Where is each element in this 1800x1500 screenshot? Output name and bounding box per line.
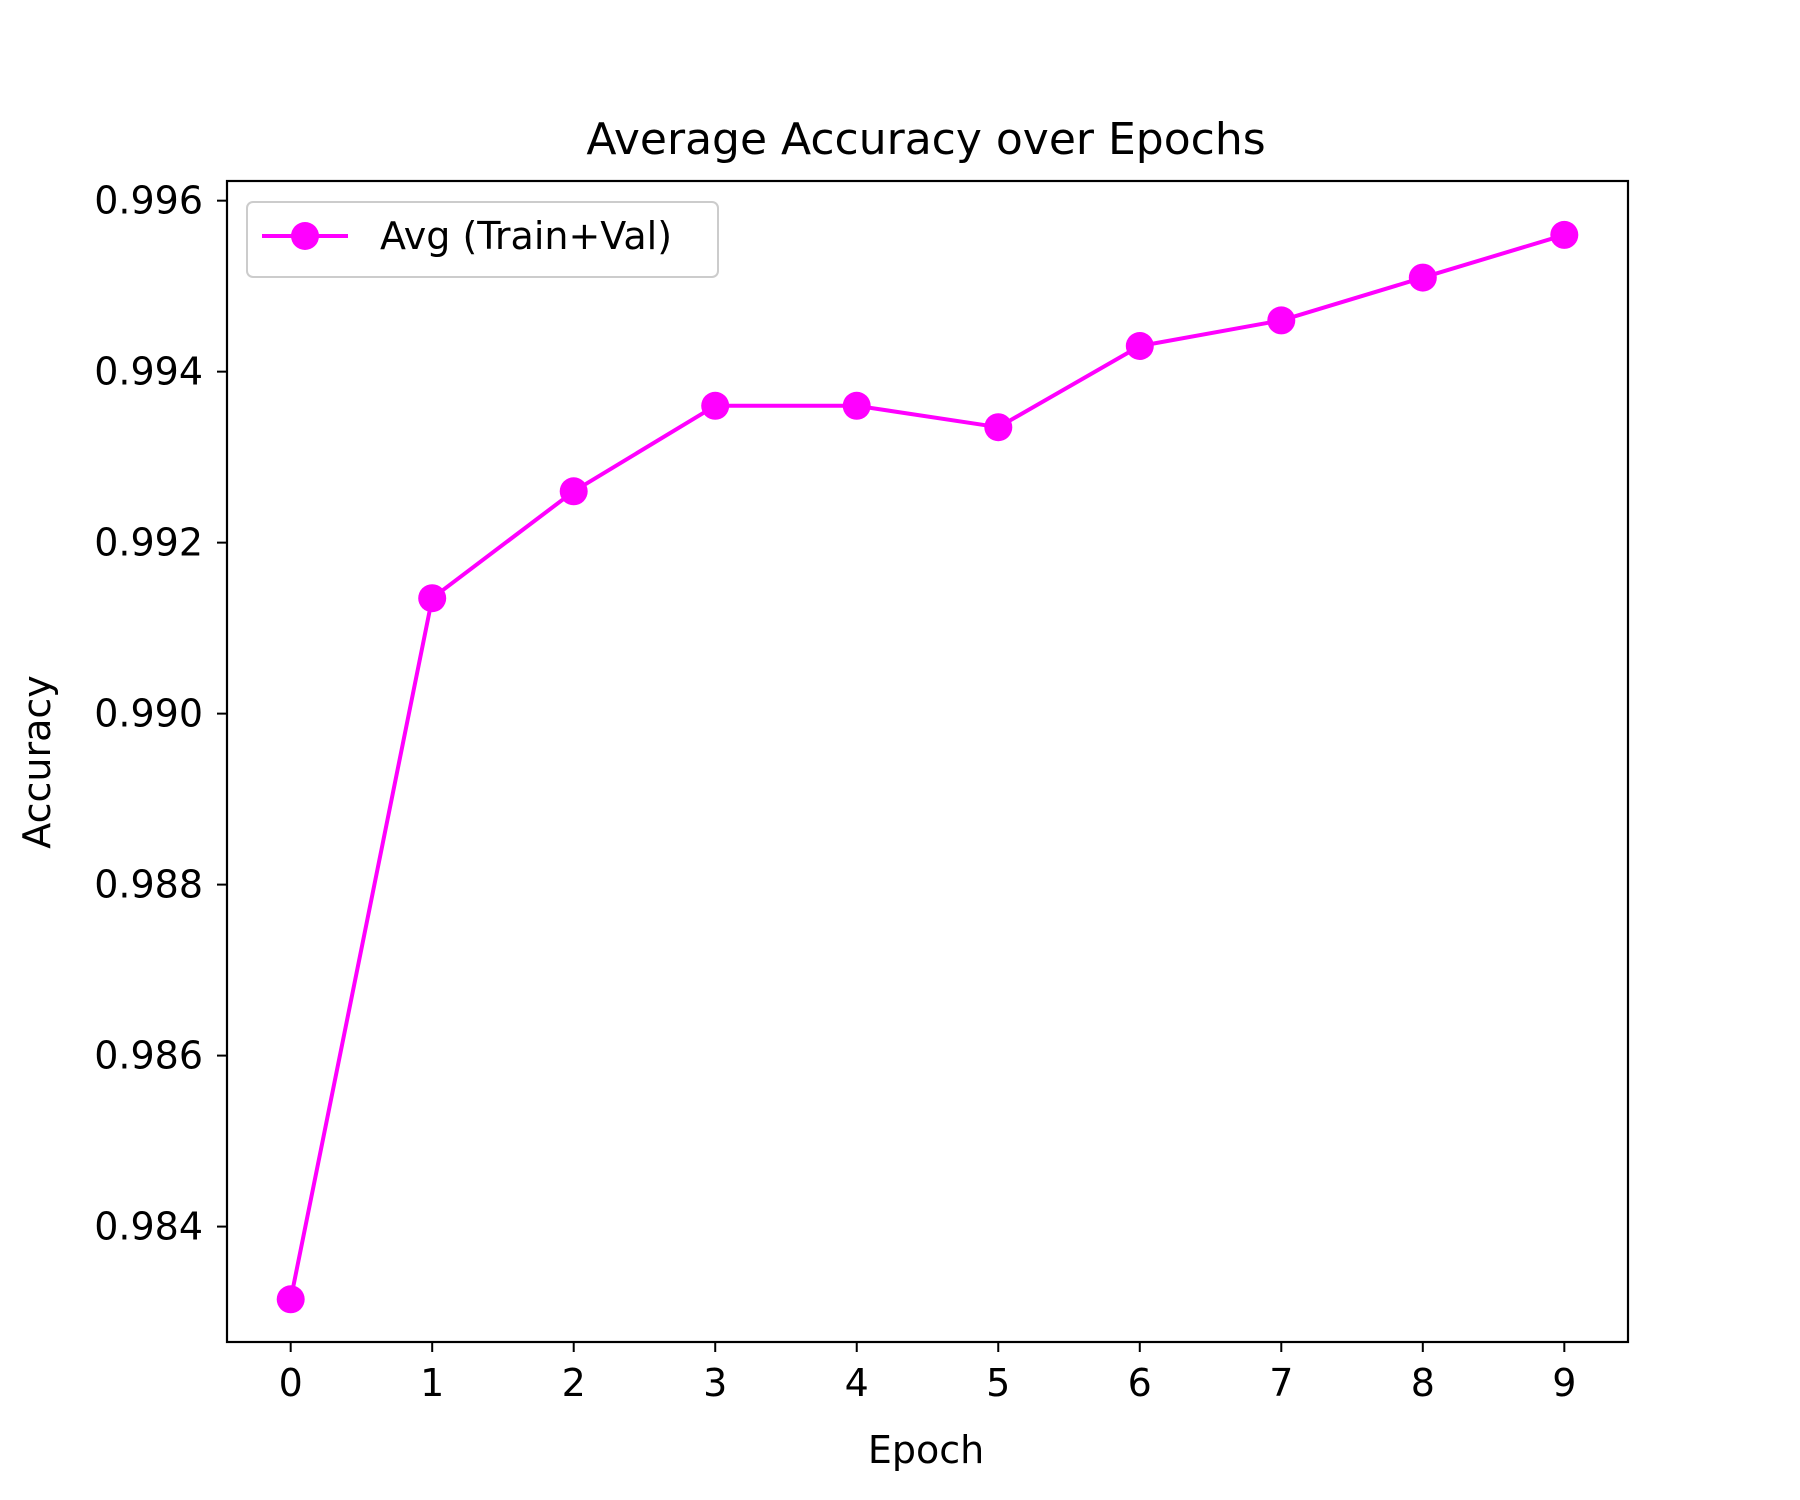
x-tick-label: 5 bbox=[986, 1361, 1010, 1405]
y-tick-label: 0.992 bbox=[94, 521, 203, 565]
x-tick-label: 4 bbox=[845, 1361, 869, 1405]
x-tick-label: 7 bbox=[1269, 1361, 1293, 1405]
y-tick-label: 0.986 bbox=[94, 1034, 203, 1078]
x-tick-label: 2 bbox=[562, 1361, 586, 1405]
legend-box bbox=[246, 201, 719, 278]
data-point bbox=[1267, 306, 1296, 335]
data-point bbox=[1125, 332, 1154, 360]
x-tick-label: 8 bbox=[1411, 1361, 1435, 1405]
y-axis-label: Accuracy bbox=[15, 675, 59, 849]
data-point bbox=[276, 1285, 305, 1314]
data-point bbox=[984, 413, 1013, 442]
x-tick-label: 3 bbox=[703, 1361, 727, 1405]
y-tick-label: 0.996 bbox=[94, 179, 203, 223]
axes-frame bbox=[225, 179, 1630, 1344]
y-tick-label: 0.994 bbox=[94, 350, 203, 394]
plot-area bbox=[276, 220, 1579, 1314]
legend-label: Avg (Train+Val) bbox=[380, 214, 672, 258]
data-point bbox=[559, 477, 588, 506]
x-axis-label: Epoch bbox=[868, 1428, 984, 1472]
data-point bbox=[1550, 220, 1579, 249]
x-tick-label: 6 bbox=[1128, 1361, 1152, 1405]
x-tick-label: 1 bbox=[420, 1361, 444, 1405]
y-tick-label: 0.990 bbox=[94, 692, 203, 736]
y-tick-label: 0.984 bbox=[94, 1205, 203, 1249]
y-tick-label: 0.988 bbox=[94, 863, 203, 907]
legend: Avg (Train+Val) bbox=[246, 201, 719, 278]
x-tick-label: 9 bbox=[1552, 1361, 1576, 1405]
data-point bbox=[701, 391, 730, 420]
legend-marker-swatch bbox=[291, 222, 319, 250]
y-axis-ticks: 0.984 0.986 0.988 0.990 0.992 0.994 0.996 bbox=[94, 179, 227, 1249]
data-point bbox=[418, 584, 447, 613]
x-tick-label: 0 bbox=[279, 1361, 303, 1405]
data-point bbox=[842, 391, 871, 420]
series-line bbox=[288, 232, 1565, 1300]
x-axis-ticks: 0 1 2 3 4 5 6 7 8 9 bbox=[279, 1342, 1576, 1405]
data-point bbox=[1408, 263, 1437, 292]
chart-title: Average Accuracy over Epochs bbox=[586, 114, 1265, 165]
